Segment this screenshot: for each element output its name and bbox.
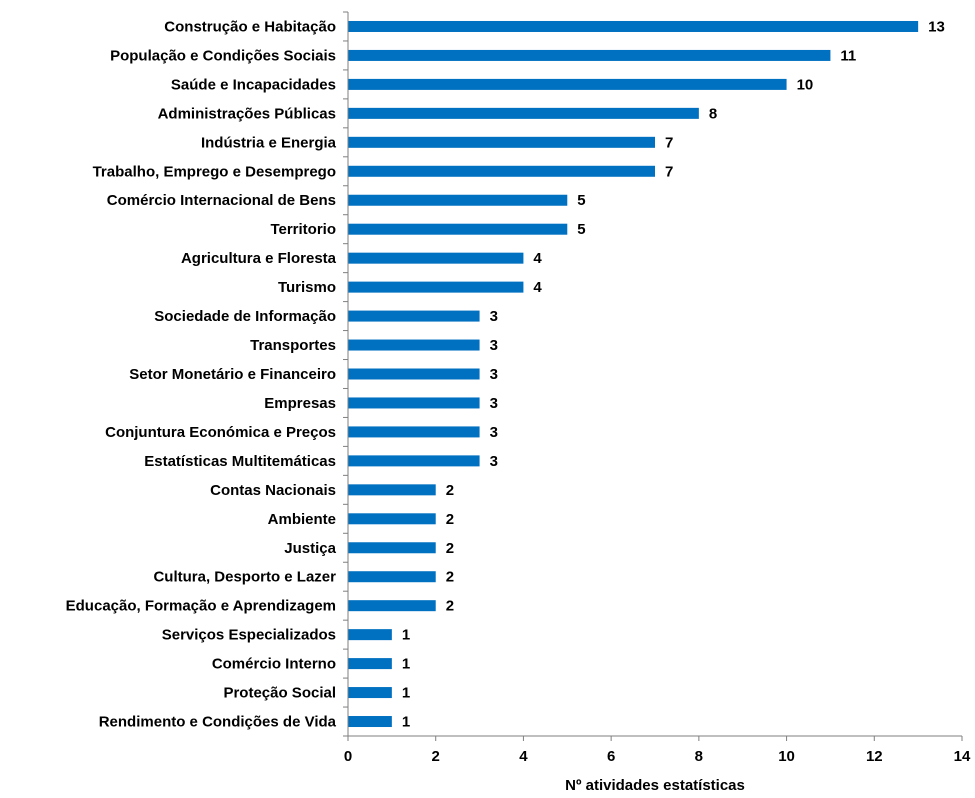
bar <box>348 223 568 235</box>
value-label: 2 <box>446 482 454 499</box>
bar <box>348 49 831 61</box>
bar <box>348 571 436 583</box>
bar <box>348 484 436 496</box>
category-label: Comércio Internacional de Bens <box>107 192 336 209</box>
category-label: Comércio Interno <box>212 656 336 673</box>
category-label: Serviços Especializados <box>162 627 336 644</box>
category-label: Cultura, Desporto e Lazer <box>153 569 336 586</box>
category-label: Ambiente <box>268 511 336 528</box>
x-tick-label: 14 <box>954 748 971 765</box>
x-tick-label: 6 <box>607 748 615 765</box>
value-label: 3 <box>490 337 498 354</box>
value-label: 1 <box>402 656 410 673</box>
category-label: Educação, Formação e Aprendizagem <box>66 598 336 615</box>
value-label: 1 <box>402 714 410 731</box>
bar <box>348 194 568 206</box>
value-label: 4 <box>533 279 542 296</box>
bar <box>348 629 392 641</box>
bar <box>348 310 480 322</box>
category-label: Administrações Públicas <box>158 105 336 122</box>
category-label: Rendimento e Condições de Vida <box>99 714 337 731</box>
value-label: 2 <box>446 511 454 528</box>
bar <box>348 600 436 612</box>
value-label: 1 <box>402 627 410 644</box>
x-tick-label: 0 <box>344 748 352 765</box>
x-tick-label: 10 <box>778 748 795 765</box>
bar <box>348 281 524 293</box>
bar <box>348 716 392 728</box>
bar <box>348 513 436 525</box>
category-label: Territorio <box>270 221 336 238</box>
bar <box>348 397 480 409</box>
category-label: Construção e Habitação <box>164 18 336 35</box>
value-label: 13 <box>928 18 945 35</box>
x-tick-label: 2 <box>432 748 440 765</box>
category-label: Setor Monetário e Financeiro <box>129 366 336 383</box>
bar <box>348 252 524 264</box>
category-label: Sociedade de Informação <box>154 308 336 325</box>
bar <box>348 136 655 148</box>
category-label: Saúde e Incapacidades <box>171 76 336 93</box>
category-labels-group: Construção e Habitação População e Condiç… <box>66 18 337 730</box>
category-label: Justiça <box>284 540 336 557</box>
x-tick-label: 8 <box>695 748 703 765</box>
value-label: 3 <box>490 366 498 383</box>
category-label: População e Condições Sociais <box>110 47 336 64</box>
category-label: Trabalho, Emprego e Desemprego <box>93 163 336 180</box>
bar <box>348 78 787 90</box>
bar <box>348 455 480 467</box>
bar <box>348 339 480 351</box>
x-ticks-group: 0 2 4 6 8 10 12 14 <box>344 736 971 765</box>
value-label: 3 <box>490 395 498 412</box>
category-label: Empresas <box>264 395 336 412</box>
bars-group <box>348 20 919 728</box>
bar <box>348 165 655 177</box>
value-label: 7 <box>665 163 673 180</box>
value-label: 10 <box>797 76 814 93</box>
category-label: Conjuntura Económica e Preços <box>105 424 336 441</box>
value-label: 5 <box>577 192 585 209</box>
bar <box>348 542 436 554</box>
value-label: 3 <box>490 424 498 441</box>
category-label: Indústria e Energia <box>201 134 337 151</box>
value-label: 3 <box>490 453 498 470</box>
bar <box>348 107 699 119</box>
value-label: 11 <box>840 47 856 64</box>
value-label: 2 <box>446 598 454 615</box>
category-label: Turismo <box>278 279 336 296</box>
y-ticks-group <box>343 11 348 737</box>
value-label: 1 <box>402 685 410 702</box>
bar <box>348 426 480 438</box>
value-label: 2 <box>446 540 454 557</box>
bar <box>348 687 392 699</box>
bar <box>348 368 480 380</box>
value-label: 2 <box>446 569 454 586</box>
category-label: Estatísticas Multitemáticas <box>144 453 336 470</box>
category-label: Transportes <box>250 337 336 354</box>
value-label: 7 <box>665 134 673 151</box>
x-axis-title: Nº atividades estatísticas <box>565 777 745 794</box>
category-label: Proteção Social <box>223 685 336 702</box>
value-label: 3 <box>490 308 498 325</box>
category-label: Contas Nacionais <box>210 482 336 499</box>
bar <box>348 20 919 32</box>
value-label: 5 <box>577 221 585 238</box>
x-tick-label: 4 <box>519 748 528 765</box>
bar <box>348 658 392 670</box>
category-label: Agricultura e Floresta <box>181 250 337 267</box>
value-label: 8 <box>709 105 717 122</box>
x-tick-label: 12 <box>866 748 883 765</box>
value-label: 4 <box>533 250 542 267</box>
